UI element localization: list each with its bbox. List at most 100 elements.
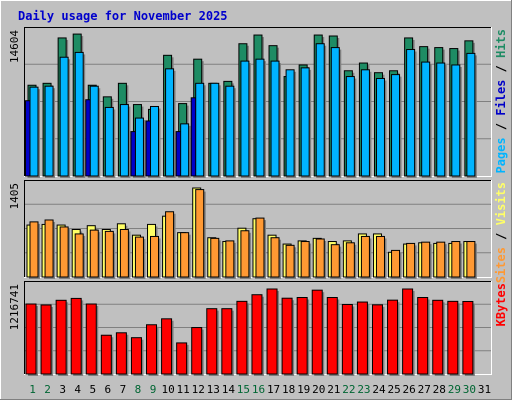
files-bar-14-body: [225, 85, 235, 177]
sites-bar-14: [225, 240, 236, 279]
files-bar-11: [180, 123, 191, 178]
sites-bar-1: [29, 221, 40, 279]
x-tick-label-29: 29: [448, 383, 461, 396]
x-tick-label-9: 9: [150, 383, 157, 396]
x-tick-label-18: 18: [282, 383, 295, 396]
sites-bar-6: [104, 230, 116, 279]
kbytes-bar-30-body: [462, 300, 474, 375]
kbytes-bar-10: [161, 318, 174, 376]
files-bar-3-body: [59, 56, 69, 177]
sites-bar-22: [345, 242, 357, 279]
files-bar-26-body: [406, 49, 416, 177]
files-bar-21: [330, 47, 342, 179]
legend-hits_files_pages: Pages / Files / Hits: [494, 29, 508, 174]
kbytes-bar-8: [130, 337, 144, 376]
sites-bar-2-body: [44, 219, 54, 278]
kbytes-bar-23-body: [356, 301, 368, 375]
files-bar-7-body: [119, 104, 129, 177]
files-bar-28: [436, 62, 447, 178]
files-bar-17: [270, 60, 282, 178]
kbytes-bar-22: [341, 303, 355, 376]
sites-bar-29: [451, 241, 462, 279]
files-bar-12-body: [195, 82, 205, 177]
files-bar-8-body: [134, 117, 144, 177]
x-tick-label-27: 27: [418, 383, 431, 396]
sites-bar-12: [195, 189, 206, 279]
kbytes-bar-20-body: [311, 289, 323, 375]
sites-bar-18: [285, 244, 297, 279]
kbytes-bar-29-body: [447, 300, 459, 375]
kbytes-bar-22-body: [341, 303, 353, 375]
x-tick-label-11: 11: [177, 383, 190, 396]
x-tick-label-21: 21: [327, 383, 340, 396]
x-tick-label-5: 5: [89, 383, 96, 396]
legend-separator: /: [494, 225, 508, 247]
kbytes-bar-27: [417, 297, 430, 376]
kbytes-bar-12: [191, 327, 204, 376]
sites-bar-13: [210, 237, 221, 279]
sites-bar-11: [180, 232, 191, 279]
sites-bar-4: [74, 233, 86, 279]
chart-title: Daily usage for November 2025: [18, 9, 228, 23]
kbytes-bar-9-body: [146, 324, 158, 375]
sites-bar-12-body: [195, 189, 205, 278]
kbytes-bar-7-body: [115, 332, 127, 375]
files-bar-9-body: [150, 105, 160, 177]
kbytes-bar-6-body: [100, 334, 112, 375]
sites-bar-27-body: [421, 241, 431, 278]
kbytes-bar-30: [462, 300, 475, 376]
sites-bar-17-body: [270, 237, 280, 278]
sites-bar-26-body: [406, 242, 416, 278]
kbytes-bar-13-body: [206, 308, 218, 375]
legend-entry-kbytes: KBytes: [494, 283, 508, 326]
sites-bar-30: [466, 241, 477, 279]
sites-bar-28: [436, 241, 447, 279]
files-bar-29-body: [451, 64, 461, 177]
files-bar-15-body: [240, 60, 250, 177]
sites-bar-27: [421, 241, 432, 279]
sites-bar-20: [315, 238, 327, 279]
files-bar-22: [345, 76, 357, 178]
y-max-label: 1405: [8, 183, 21, 210]
files-bar-25: [391, 74, 402, 178]
files-bar-3: [59, 56, 71, 178]
x-tick-label-28: 28: [433, 383, 446, 396]
kbytes-bar-16: [251, 294, 264, 376]
kbytes-bar-18-body: [281, 297, 293, 375]
files-bar-23: [360, 69, 372, 178]
x-tick-label-14: 14: [222, 383, 236, 396]
x-tick-label-16: 16: [252, 383, 265, 396]
x-axis-tick-labels: 1 2 3 4 5 6 7 8 9 10 11 12 13 14 15 16 17 18 19 20 21 22 23 24 2…: [29, 383, 491, 396]
files-bar-25-body: [391, 74, 401, 177]
x-tick-label-25: 25: [387, 383, 400, 396]
files-bar-24: [375, 77, 387, 178]
files-bar-1: [29, 86, 40, 178]
kbytes-bar-5: [85, 303, 99, 376]
sites-bar-19: [300, 241, 312, 279]
kbytes-bar-2: [40, 304, 54, 376]
sites-bar-4-body: [74, 233, 84, 278]
kbytes-bar-1-body: [25, 303, 37, 375]
files-bar-22-body: [345, 76, 355, 177]
sites-bar-7: [119, 228, 131, 279]
files-bar-2-body: [44, 85, 54, 177]
kbytes-bar-26: [402, 288, 415, 376]
sites-bar-5-body: [89, 229, 99, 278]
sites-bar-3-body: [59, 226, 69, 278]
x-tick-label-23: 23: [357, 383, 370, 396]
x-tick-label-17: 17: [267, 383, 280, 396]
files-bar-20: [315, 43, 327, 178]
kbytes-bar-8-body: [130, 337, 142, 375]
legend-entry-sites: Sites: [494, 247, 508, 283]
files-bar-11-body: [180, 123, 190, 177]
files-bar-30-body: [466, 52, 476, 177]
files-bar-27: [421, 61, 432, 178]
files-bar-8: [134, 117, 146, 178]
sites-bar-20-body: [315, 238, 325, 278]
sites-bar-21: [330, 244, 342, 279]
kbytes-bar-27-body: [417, 297, 429, 375]
kbytes-bar-17: [266, 288, 280, 376]
files-bar-4-body: [74, 51, 84, 177]
files-bar-21-body: [330, 47, 340, 177]
